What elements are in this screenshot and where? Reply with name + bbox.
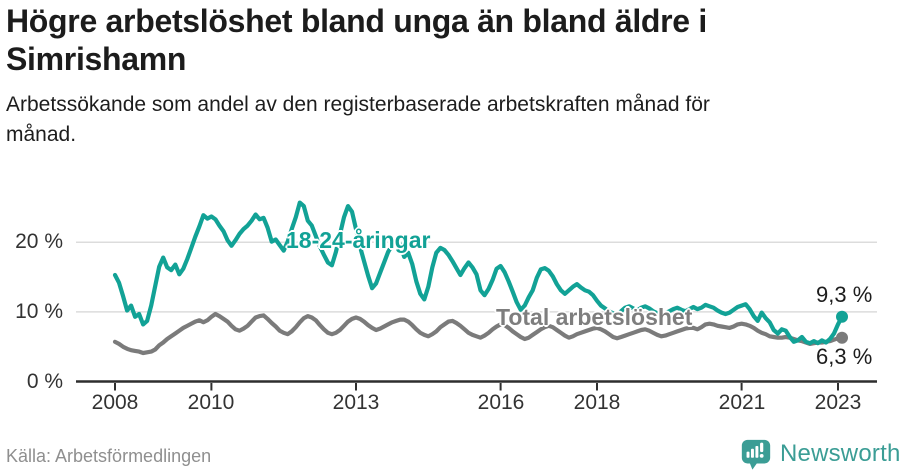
x-tick-label-2016: 2016 [477, 391, 525, 414]
x-tick-label-2010: 2010 [187, 391, 235, 414]
newsworthy-speech-bubble-chart-icon [741, 439, 771, 470]
y-tick-label-0: 0 % [26, 370, 63, 393]
y-tick-label-10: 10 % [15, 300, 63, 323]
x-tick-label-2023: 2023 [814, 391, 862, 414]
series-end-dot [836, 310, 848, 323]
x-tick-label-2008: 2008 [91, 391, 139, 414]
series-end-dot [836, 331, 848, 344]
x-tick-label-2021: 2021 [718, 391, 766, 414]
series-line [112, 311, 845, 356]
source-note: Källa: Arbetsförmedlingen [6, 446, 212, 466]
newsworthy-logo: Newsworthy [739, 437, 900, 471]
x-tick-label-2013: 2013 [332, 391, 380, 414]
series-label-youth: 18-24-åringar [286, 227, 431, 253]
series-label-total: Total arbetslöshet [496, 304, 693, 330]
x-tick-label-2018: 2018 [573, 391, 621, 414]
chart-subtitle: Arbetssökande som andel av den registerb… [6, 93, 710, 146]
end-value-label-total: 6,3 % [816, 344, 873, 369]
newsworthy-wordmark: Newsworthy [780, 440, 900, 467]
y-tick-label-20: 20 % [15, 230, 63, 253]
series-line [112, 200, 845, 346]
end-value-label-youth: 9,3 % [816, 282, 873, 307]
chart-title: Högre arbetslöshet bland unga än bland ä… [6, 3, 707, 77]
